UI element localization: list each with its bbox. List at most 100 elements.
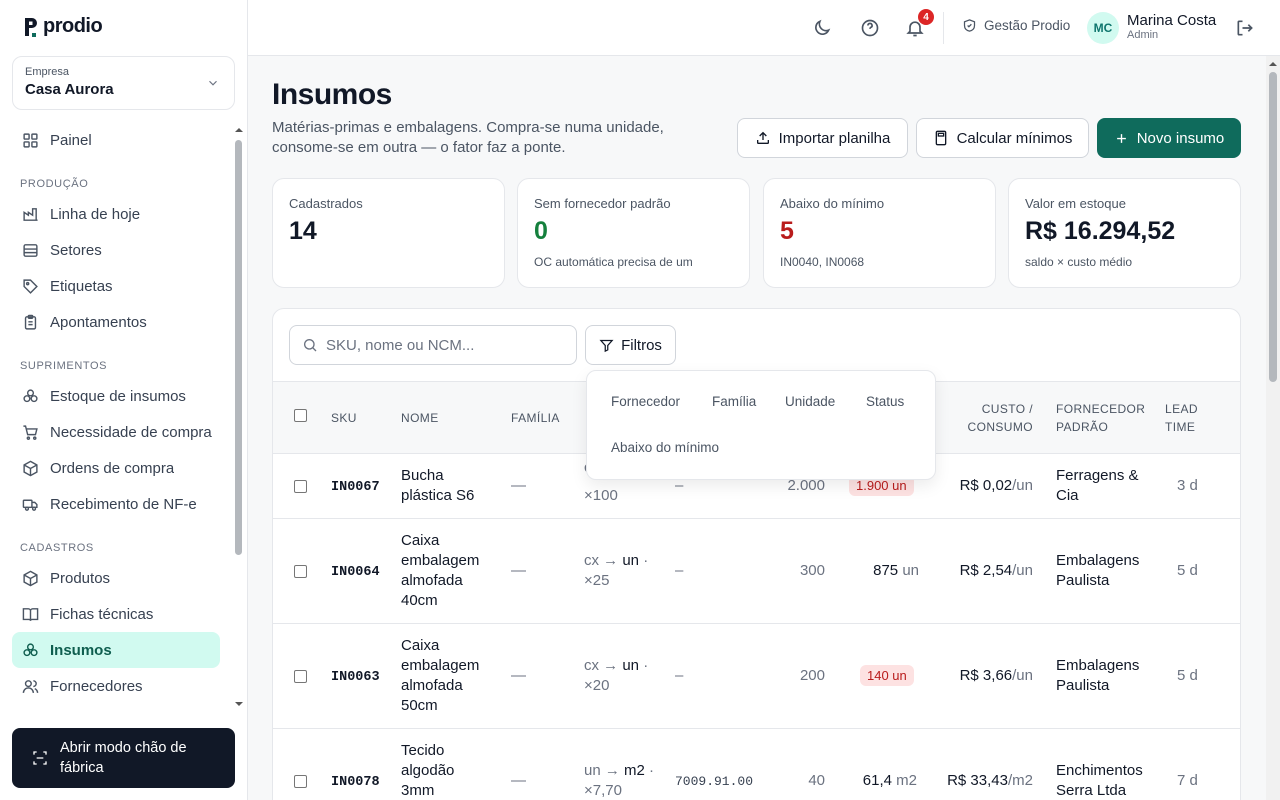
conv-factor: ×20 [584, 677, 610, 694]
search-icon [304, 339, 317, 352]
sidebar-item-insumos[interactable]: Insumos [12, 632, 220, 668]
conv-to: un [622, 552, 640, 569]
custo-value: R$ 3,66 [959, 667, 1013, 684]
column-header-custo[interactable]: CUSTO / CONSUMO [967, 402, 1033, 434]
user-name: Marina Costa [1127, 12, 1217, 29]
calculate-minimums-button[interactable]: Calcular mínimos [916, 118, 1089, 158]
chevron-down-icon [209, 80, 217, 86]
topbar-divider [943, 12, 944, 44]
cell-conversao-factor: ×100 [584, 487, 618, 504]
help-icon[interactable] [860, 18, 880, 38]
filter-option-abaixo-minimo[interactable]: Abaixo do mínimo [611, 440, 720, 455]
sidebar-scrollbar-thumb[interactable] [235, 140, 242, 555]
notification-badge: 4 [918, 9, 934, 25]
column-header-sku[interactable]: SKU [331, 411, 357, 425]
conv-factor: ×25 [584, 572, 610, 589]
sidebar-item-label: Insumos [50, 641, 112, 659]
row-checkbox[interactable] [294, 775, 307, 788]
column-header-nome[interactable]: NOME [401, 411, 439, 425]
cell-familia: — [511, 562, 526, 579]
cell-nome: Tecido algodão 3mm [401, 742, 455, 799]
sidebar-item-label: Ordens de compra [50, 459, 175, 477]
moon-icon[interactable] [812, 18, 832, 38]
column-header-familia[interactable]: FAMÍLIA [511, 411, 560, 425]
company-selector[interactable]: Empresa Casa Aurora [12, 56, 235, 110]
filter-option-familia[interactable]: Família [712, 394, 757, 409]
stat-label: Cadastrados [289, 196, 363, 211]
sidebar-item-etiquetas[interactable]: Etiquetas [12, 268, 220, 304]
stat-card-abaixo-minimo: Abaixo do mínimo 5 IN0040, IN0068 [763, 178, 996, 288]
sidebar-item-label: Fichas técnicas [50, 605, 154, 623]
import-spreadsheet-button[interactable]: Importar planilha [737, 118, 908, 158]
stat-card-sem-fornecedor: Sem fornecedor padrão 0 OC automática pr… [517, 178, 750, 288]
sidebar-item-setores[interactable]: Setores [12, 232, 220, 268]
page-title: Insumos [272, 78, 392, 111]
sidebar-item-ordens-de-compra[interactable]: Ordens de compra [12, 450, 220, 486]
sidebar-item-fornecedores[interactable]: Fornecedores [12, 668, 220, 704]
users-icon [22, 679, 39, 693]
column-header-lead-time[interactable]: LEAD TIME [1165, 402, 1198, 434]
stat-label: Abaixo do mínimo [780, 196, 885, 211]
cell-nome: Caixa embalagem almofada 40cm [401, 532, 480, 609]
cell-sku: IN0063 [331, 670, 380, 685]
upload-icon [756, 131, 769, 144]
sidebar-item-painel[interactable]: Painel [12, 122, 220, 158]
book-icon [22, 607, 39, 621]
bell-icon[interactable] [905, 18, 925, 38]
company-name: Casa Aurora [25, 81, 114, 98]
floor-mode-button[interactable]: Abrir modo chão de fábrica [12, 728, 235, 788]
sidebar-section-title: CADASTROS [20, 542, 94, 554]
scroll-down-arrow-icon[interactable] [234, 700, 244, 708]
row-checkbox[interactable] [294, 670, 307, 683]
calc-label: Calcular mínimos [956, 129, 1073, 147]
conv-from: un [584, 762, 601, 779]
sidebar-item-fichas-tecnicas[interactable]: Fichas técnicas [12, 596, 220, 632]
main-scrollbar-thumb[interactable] [1269, 72, 1277, 382]
stat-label: Valor em estoque [1025, 196, 1126, 211]
truck-icon [22, 499, 38, 511]
list-icon [23, 243, 38, 257]
search-input[interactable] [326, 336, 556, 354]
cell-sku: IN0078 [331, 775, 380, 790]
custo-value: R$ 0,02 [959, 477, 1013, 494]
scroll-up-arrow-icon[interactable] [234, 126, 244, 134]
table-row[interactable]: IN0067 Bucha plástica S6 — cx ×100 – 2.0… [273, 454, 1240, 519]
main-scroll-up-icon[interactable] [1268, 60, 1278, 68]
custo-value: R$ 2,54 [959, 562, 1013, 579]
stat-card-cadastrados: Cadastrados 14 [272, 178, 505, 288]
cell-saldo: 1.900 un [849, 475, 914, 496]
table-row[interactable]: IN0064 Caixa embalagem almofada 40cm — c… [273, 519, 1240, 624]
sidebar-item-linha-de-hoje[interactable]: Linha de hoje [12, 196, 220, 232]
column-header-fornecedor[interactable]: FORNECEDOR PADRÃO [1056, 402, 1146, 434]
filter-option-unidade[interactable]: Unidade [785, 394, 836, 409]
logout-icon[interactable] [1235, 18, 1255, 38]
workspace-link[interactable]: Gestão Prodio [962, 18, 1070, 33]
cell-lead-time: 3 d [1177, 477, 1198, 494]
sidebar-item-label: Estoque de insumos [50, 387, 186, 405]
select-all-checkbox[interactable] [294, 409, 307, 422]
table-row[interactable]: IN0078 Tecido algodão 3mm — un → m2 · ×7,… [273, 729, 1240, 800]
logo[interactable]: prodio [23, 15, 103, 38]
cell-conversao: un → m2 · ×7,70 [584, 762, 655, 799]
saldo-value: 61,4 [862, 772, 892, 789]
cell-conversao: cx → un · ×25 [584, 552, 649, 589]
filter-option-status[interactable]: Status [866, 394, 905, 409]
sidebar-item-necessidade-de-compra[interactable]: Necessidade de compra [12, 414, 220, 450]
sidebar-item-recebimento-nfe[interactable]: Recebimento de NF-e [12, 486, 220, 522]
sidebar-item-produtos[interactable]: Produtos [12, 560, 220, 596]
filter-option-fornecedor[interactable]: Fornecedor [611, 394, 681, 409]
cell-fornecedor: Embalagens Paulista [1056, 552, 1140, 589]
new-input-button[interactable]: Novo insumo [1097, 118, 1241, 158]
filters-button[interactable]: Filtros [585, 325, 676, 365]
row-checkbox[interactable] [294, 565, 307, 578]
search-field[interactable] [289, 325, 577, 365]
cell-familia: — [511, 477, 526, 494]
table-row[interactable]: IN0063 Caixa embalagem almofada 50cm — c… [273, 624, 1240, 729]
sidebar-item-apontamentos[interactable]: Apontamentos [12, 304, 220, 340]
user-role: Admin [1127, 29, 1159, 41]
avatar[interactable]: MC [1087, 12, 1119, 44]
row-checkbox[interactable] [294, 480, 307, 493]
conv-to: un [622, 657, 640, 674]
sidebar: prodio Empresa Casa Aurora Painel PRODUÇ… [0, 0, 248, 800]
sidebar-item-estoque-de-insumos[interactable]: Estoque de insumos [12, 378, 220, 414]
